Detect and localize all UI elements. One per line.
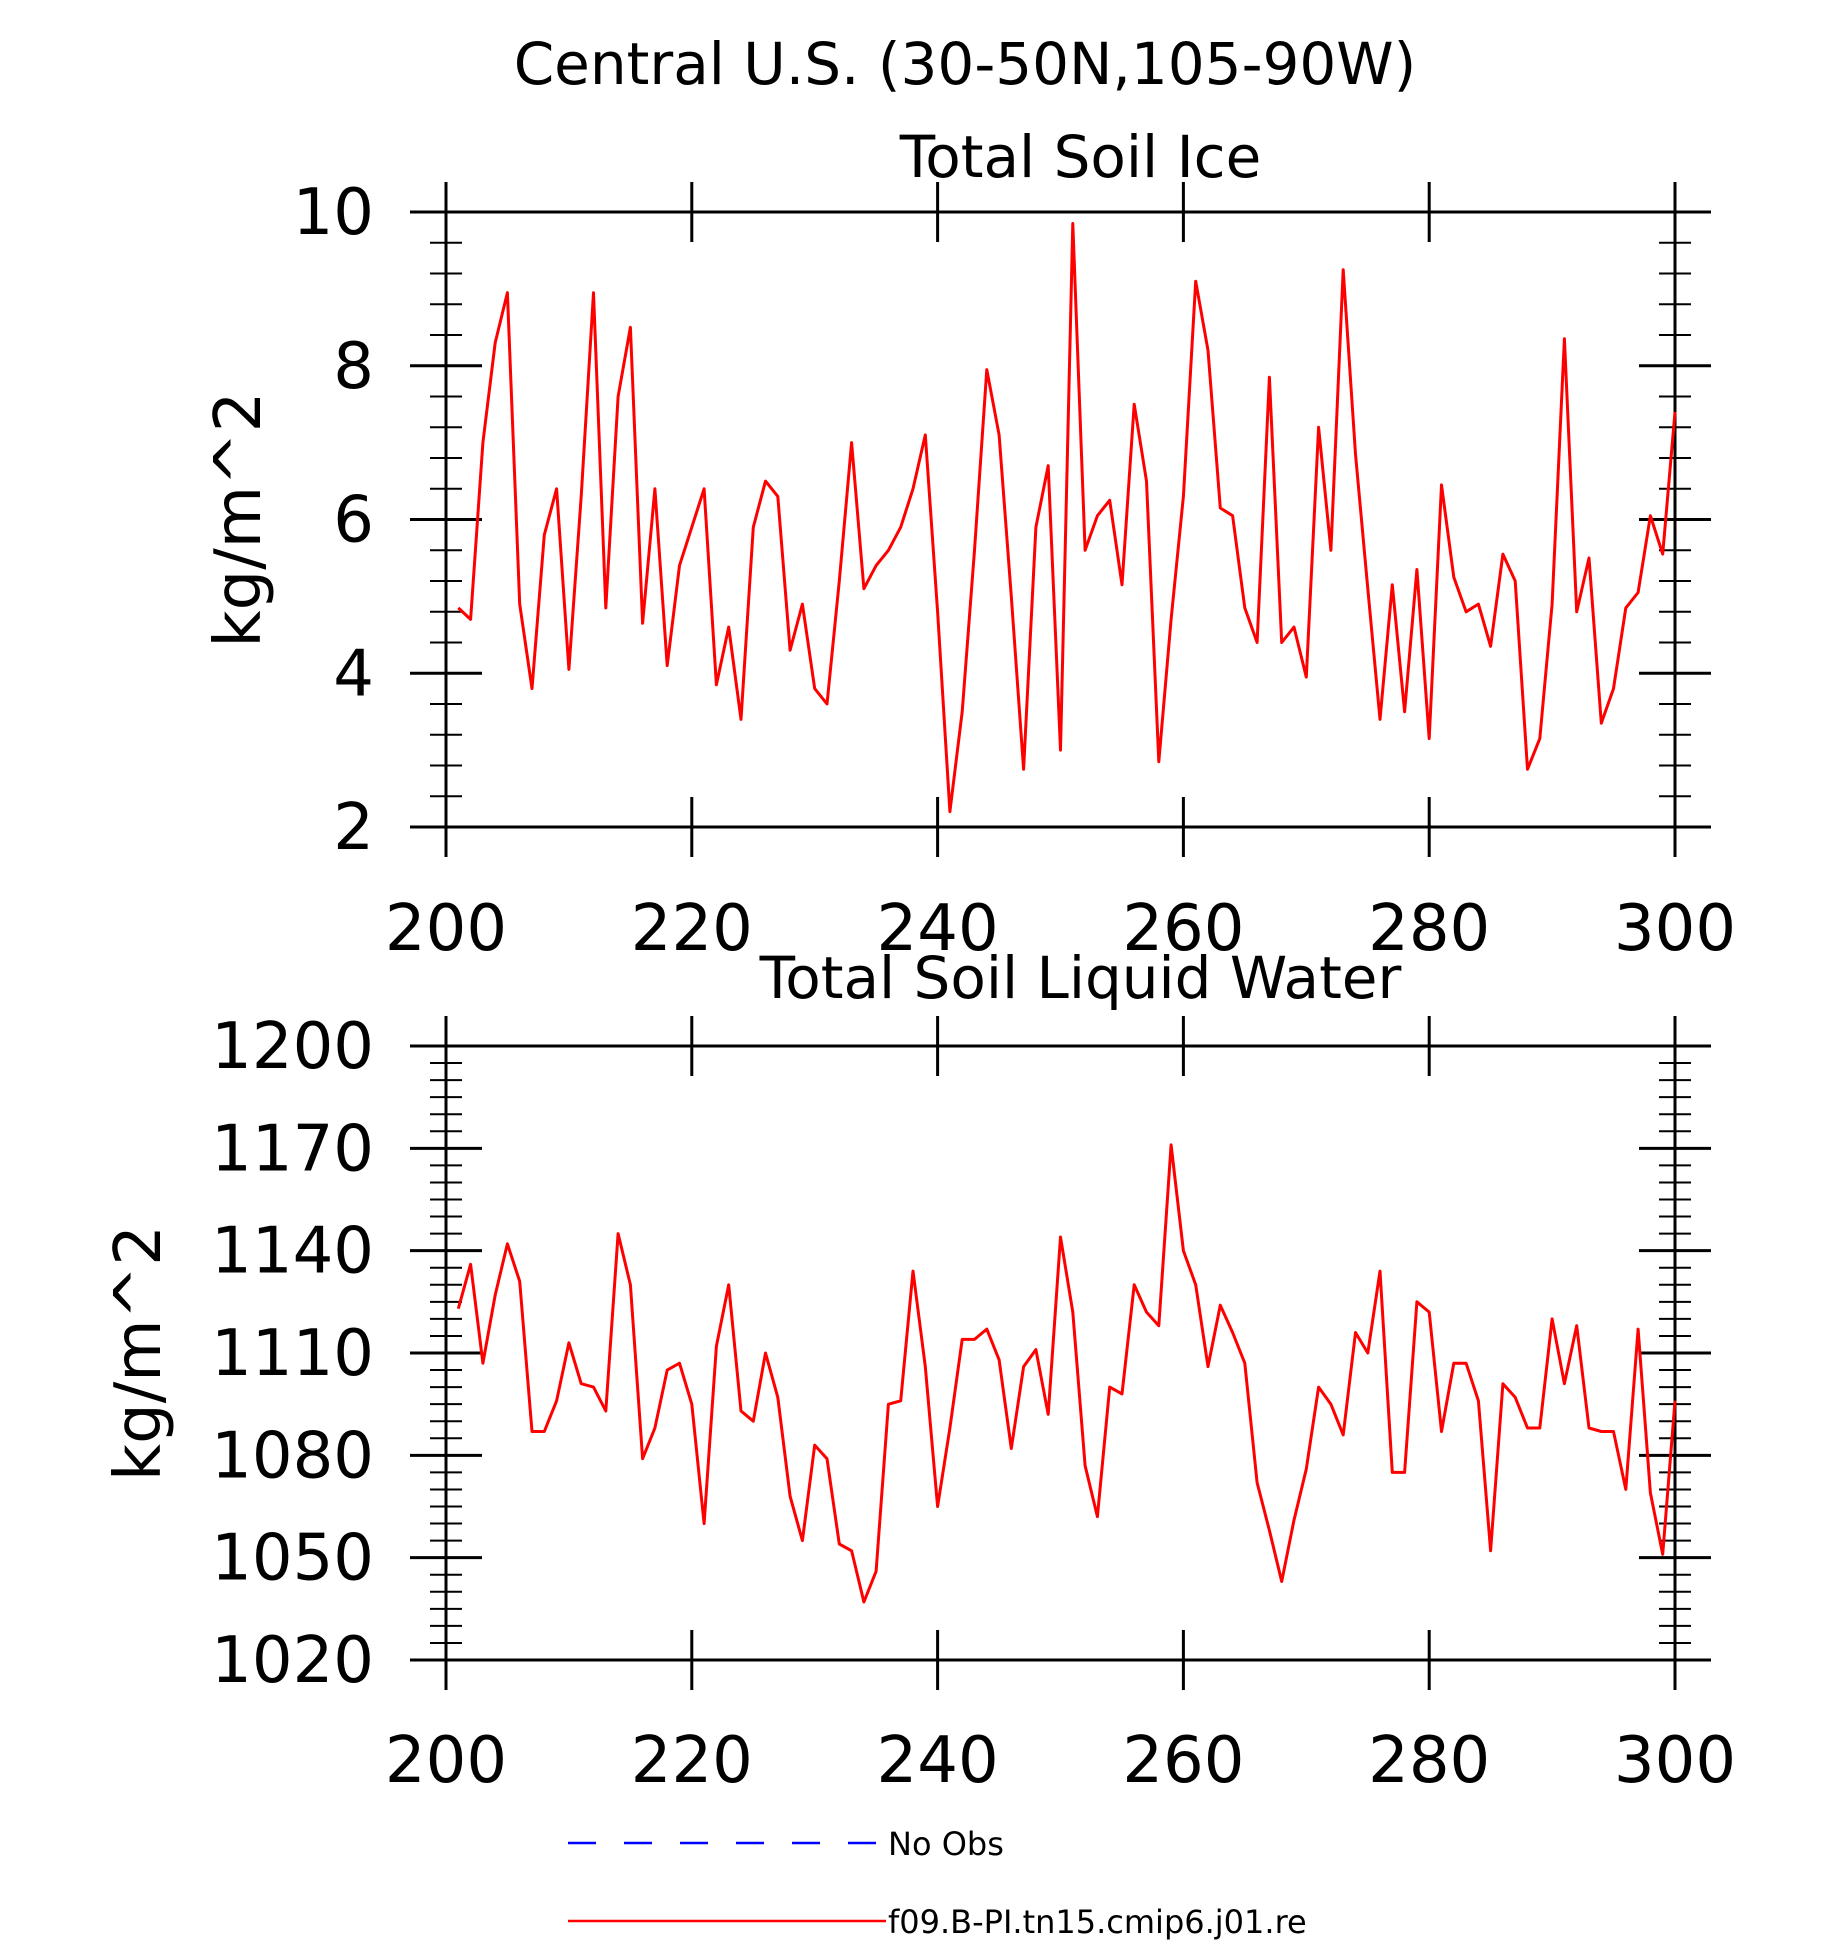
y-axis-label: kg/m^2 (102, 1225, 176, 1481)
legend-label-no-obs: No Obs (888, 1825, 1004, 1863)
legend: No Obs f09.B-PI.tn15.cmip6.j01.re (568, 1825, 1307, 1941)
x-tick-label: 280 (1368, 892, 1490, 966)
x-tick-label: 240 (877, 1724, 999, 1798)
figure-title: Central U.S. (30-50N,105-90W) (514, 30, 1417, 98)
x-tick-label: 300 (1614, 1724, 1736, 1798)
y-tick-label: 1200 (211, 1010, 374, 1084)
x-tick-label: 260 (1122, 1724, 1244, 1798)
x-tick-label: 220 (631, 892, 753, 966)
y-tick-label: 1050 (211, 1522, 374, 1596)
y-tick-label: 1170 (211, 1112, 374, 1186)
y-tick-label: 1020 (211, 1624, 374, 1698)
y-tick-label: 1110 (211, 1317, 374, 1391)
subplot-title: Total Soil Liquid Water (759, 944, 1402, 1012)
x-tick-label: 300 (1614, 892, 1736, 966)
subplot-title: Total Soil Ice (899, 123, 1262, 191)
plot-frame (444, 1044, 1677, 1662)
y-tick-label: 2 (333, 791, 374, 865)
x-tick-label: 240 (877, 892, 999, 966)
y-tick-label: 1140 (211, 1215, 374, 1289)
x-tick-label: 220 (631, 1724, 753, 1798)
x-tick-label: 280 (1368, 1724, 1490, 1798)
x-tick-label: 200 (385, 892, 507, 966)
y-axis-label: kg/m^2 (202, 392, 276, 648)
x-tick-label: 200 (385, 1724, 507, 1798)
series-line (457, 222, 1677, 814)
x-tick-label: 260 (1122, 892, 1244, 966)
y-tick-label: 8 (333, 330, 374, 404)
chart-panel-soil-liquid-water: Total Soil Liquid Water 1020 1050 1080 1110 1… (102, 944, 1736, 1798)
y-tick-label: 1080 (211, 1419, 374, 1493)
chart-panel-soil-ice: Total Soil Ice 2 4 6 8 10 200 220 240 260 280 300 kg… (202, 123, 1736, 966)
series-line (456, 1143, 1677, 1604)
y-tick-label: 10 (293, 176, 374, 250)
y-tick-label: 4 (333, 637, 374, 711)
legend-label-model-run: f09.B-PI.tn15.cmip6.j01.re (888, 1903, 1307, 1941)
y-tick-label: 6 (333, 484, 374, 558)
